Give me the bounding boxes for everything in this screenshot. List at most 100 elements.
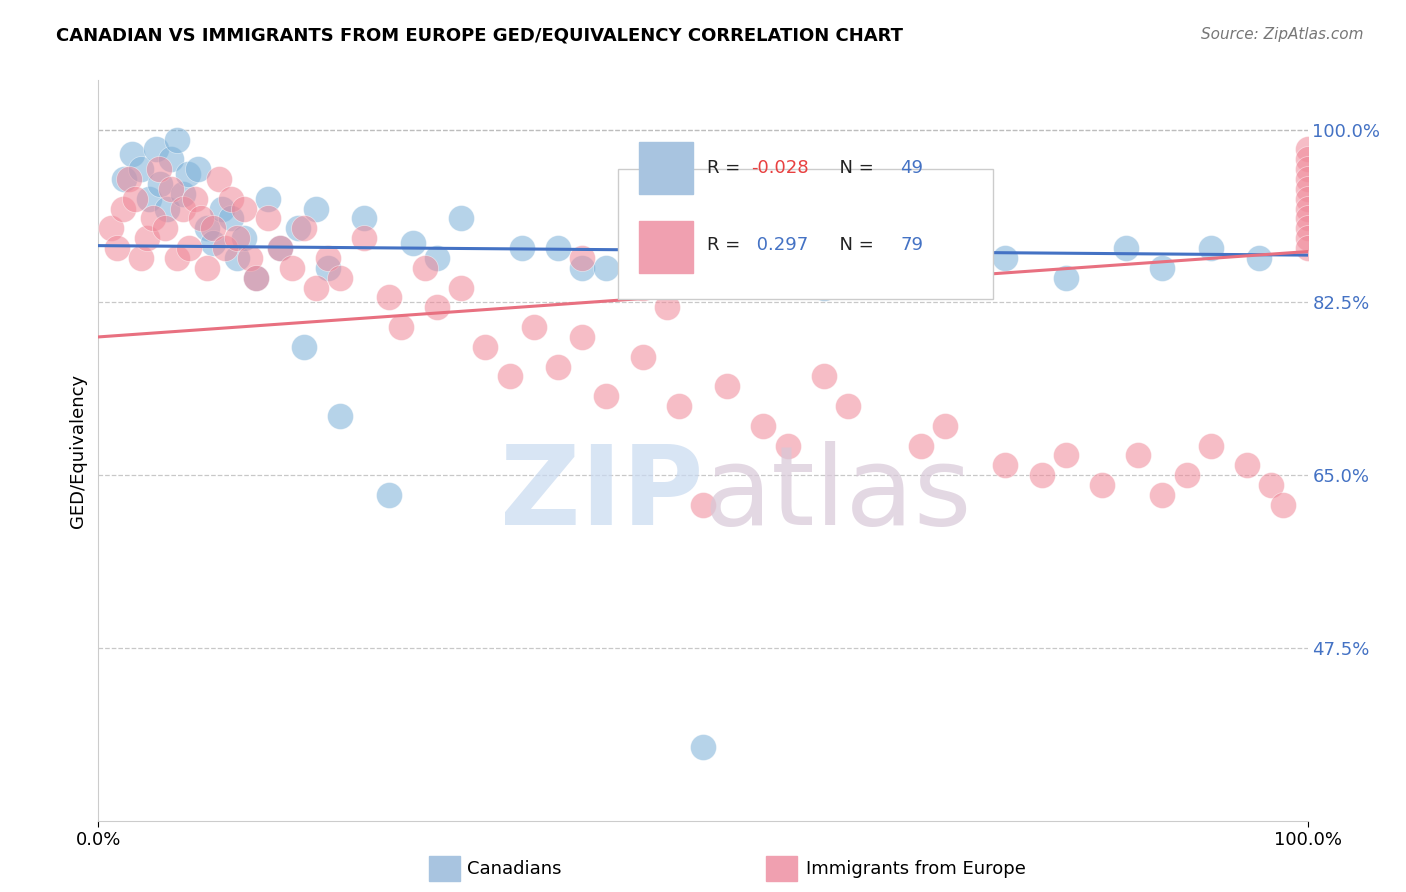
Point: [118, 172, 141, 186]
Point: [837, 399, 859, 413]
Point: [910, 231, 932, 245]
Point: [547, 241, 569, 255]
Point: [1152, 260, 1174, 275]
Point: [172, 202, 194, 216]
Point: [329, 270, 352, 285]
Text: Immigrants from Europe: Immigrants from Europe: [806, 860, 1025, 878]
Point: [232, 231, 254, 245]
FancyBboxPatch shape: [619, 169, 993, 299]
Point: [100, 221, 122, 235]
Point: [1296, 202, 1319, 216]
Point: [474, 340, 496, 354]
Point: [692, 739, 714, 754]
Point: [142, 211, 165, 226]
Point: [166, 132, 188, 146]
Point: [305, 202, 328, 216]
Point: [1272, 498, 1295, 512]
Point: [571, 330, 593, 344]
Point: [160, 153, 183, 167]
Point: [1031, 468, 1053, 483]
Bar: [638, 221, 693, 273]
Point: [105, 241, 128, 255]
Y-axis label: GED/Equivalency: GED/Equivalency: [69, 374, 87, 527]
Point: [1236, 458, 1258, 473]
Point: [232, 202, 254, 216]
Point: [121, 147, 143, 161]
Text: atlas: atlas: [703, 442, 972, 549]
Text: 79: 79: [900, 236, 924, 254]
Point: [1296, 153, 1319, 167]
Point: [129, 162, 152, 177]
Point: [668, 399, 690, 413]
Point: [450, 280, 472, 294]
Text: Canadians: Canadians: [467, 860, 561, 878]
Point: [413, 260, 436, 275]
Point: [571, 251, 593, 265]
Point: [353, 211, 375, 226]
Bar: [638, 142, 693, 194]
Point: [1175, 468, 1198, 483]
Point: [129, 251, 152, 265]
Point: [1296, 182, 1319, 196]
Point: [111, 202, 134, 216]
Point: [177, 167, 200, 181]
Point: [226, 231, 249, 245]
Point: [1296, 241, 1319, 255]
Point: [190, 211, 212, 226]
Point: [910, 438, 932, 452]
Point: [1296, 172, 1319, 186]
Point: [377, 290, 399, 304]
Point: [631, 280, 654, 294]
Point: [994, 458, 1017, 473]
Point: [179, 241, 201, 255]
Text: -0.028: -0.028: [751, 159, 808, 177]
Text: CANADIAN VS IMMIGRANTS FROM EUROPE GED/EQUIVALENCY CORRELATION CHART: CANADIAN VS IMMIGRANTS FROM EUROPE GED/E…: [56, 27, 903, 45]
Point: [994, 251, 1017, 265]
Text: 0.297: 0.297: [751, 236, 808, 254]
Point: [571, 260, 593, 275]
Point: [389, 320, 412, 334]
Point: [329, 409, 352, 423]
Point: [292, 340, 315, 354]
Point: [239, 251, 262, 265]
Point: [1296, 221, 1319, 235]
Text: Source: ZipAtlas.com: Source: ZipAtlas.com: [1201, 27, 1364, 42]
Point: [873, 241, 896, 255]
Point: [149, 177, 172, 191]
Point: [195, 260, 218, 275]
Point: [184, 192, 207, 206]
Point: [510, 241, 533, 255]
Point: [187, 162, 209, 177]
Point: [813, 280, 835, 294]
Point: [166, 251, 188, 265]
Point: [156, 202, 179, 216]
Point: [135, 231, 157, 245]
Point: [208, 172, 231, 186]
Point: [138, 192, 160, 206]
Point: [789, 260, 811, 275]
Point: [256, 192, 278, 206]
Point: [1115, 241, 1137, 255]
Text: R =: R =: [707, 159, 745, 177]
Point: [305, 280, 328, 294]
Point: [1296, 142, 1319, 156]
Point: [1152, 488, 1174, 502]
Point: [281, 260, 304, 275]
Point: [226, 251, 249, 265]
Point: [1054, 270, 1077, 285]
Point: [402, 236, 425, 251]
Point: [1296, 192, 1319, 206]
Point: [1296, 162, 1319, 177]
Point: [692, 498, 714, 512]
Point: [934, 418, 956, 433]
Point: [172, 186, 194, 201]
Point: [316, 251, 339, 265]
Point: [631, 350, 654, 364]
Point: [1091, 478, 1114, 492]
Point: [547, 359, 569, 374]
Point: [148, 162, 170, 177]
Point: [269, 241, 291, 255]
Point: [211, 202, 233, 216]
Point: [595, 389, 617, 403]
Point: [813, 369, 835, 384]
